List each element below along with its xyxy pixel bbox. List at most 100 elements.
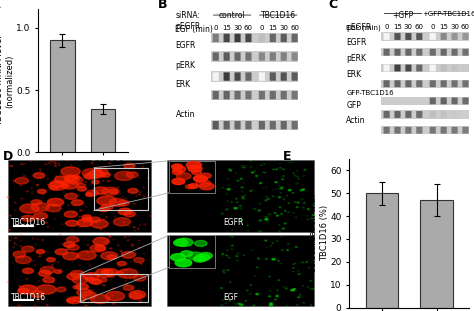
Circle shape [91, 220, 108, 228]
FancyBboxPatch shape [429, 33, 436, 40]
Bar [382, 32, 392, 41]
Text: 15: 15 [439, 24, 448, 30]
FancyBboxPatch shape [452, 127, 458, 134]
Circle shape [89, 215, 90, 216]
Circle shape [118, 208, 132, 215]
Circle shape [58, 163, 60, 164]
Circle shape [50, 186, 52, 187]
Bar [403, 110, 413, 118]
Text: pEGFR: pEGFR [175, 22, 201, 31]
Bar [221, 120, 232, 130]
Circle shape [31, 293, 33, 294]
Circle shape [63, 286, 65, 288]
Circle shape [105, 291, 125, 301]
FancyBboxPatch shape [394, 65, 401, 72]
Circle shape [91, 162, 93, 163]
Bar [382, 110, 471, 118]
Circle shape [34, 265, 36, 266]
Circle shape [17, 305, 18, 306]
Bar [438, 110, 449, 118]
Circle shape [133, 194, 134, 195]
Bar [438, 32, 449, 41]
Circle shape [20, 240, 22, 241]
Y-axis label: Colocalization with
TBC1D16 (%): Colocalization with TBC1D16 (%) [310, 194, 328, 273]
Circle shape [252, 250, 253, 251]
Circle shape [50, 181, 64, 188]
Bar [8, 160, 151, 232]
Bar [438, 64, 449, 72]
Circle shape [142, 295, 144, 296]
Circle shape [280, 207, 281, 208]
Circle shape [94, 173, 96, 174]
Bar [460, 32, 471, 41]
Circle shape [58, 271, 61, 272]
Circle shape [281, 236, 282, 237]
Circle shape [36, 285, 56, 294]
Circle shape [227, 250, 228, 251]
Circle shape [279, 167, 281, 168]
Circle shape [242, 198, 245, 199]
Circle shape [120, 251, 122, 252]
Bar [449, 48, 460, 56]
Bar [268, 51, 278, 62]
Circle shape [23, 286, 24, 287]
Circle shape [282, 228, 284, 229]
Bar [210, 72, 300, 82]
FancyBboxPatch shape [463, 127, 469, 134]
Circle shape [74, 297, 76, 298]
Circle shape [39, 256, 41, 257]
Bar [210, 51, 221, 62]
Circle shape [121, 196, 123, 197]
FancyBboxPatch shape [463, 49, 469, 56]
Circle shape [81, 291, 96, 299]
Text: TBC1D16: TBC1D16 [261, 12, 296, 21]
Circle shape [258, 210, 260, 211]
Circle shape [45, 212, 46, 213]
Circle shape [91, 301, 92, 302]
Circle shape [81, 275, 82, 276]
Circle shape [263, 172, 264, 173]
Text: GFP: GFP [346, 101, 361, 109]
FancyBboxPatch shape [281, 52, 287, 61]
Circle shape [257, 231, 259, 232]
Circle shape [122, 204, 124, 205]
Circle shape [99, 207, 109, 212]
Bar [449, 32, 460, 41]
Circle shape [100, 278, 107, 282]
Circle shape [73, 285, 81, 289]
FancyBboxPatch shape [292, 34, 298, 42]
Circle shape [15, 237, 17, 239]
Circle shape [241, 166, 244, 168]
FancyBboxPatch shape [281, 121, 287, 129]
Circle shape [281, 187, 283, 188]
Circle shape [123, 285, 134, 290]
Circle shape [109, 198, 126, 207]
Circle shape [16, 244, 18, 245]
Circle shape [37, 203, 39, 204]
Circle shape [310, 280, 312, 281]
Circle shape [36, 184, 38, 185]
Text: siRNA:: siRNA: [175, 12, 201, 21]
Circle shape [134, 258, 144, 262]
Circle shape [33, 213, 47, 220]
FancyBboxPatch shape [213, 121, 219, 129]
Circle shape [136, 196, 137, 197]
Circle shape [91, 295, 109, 304]
Circle shape [87, 244, 89, 245]
Circle shape [120, 266, 121, 267]
Circle shape [173, 166, 186, 172]
Circle shape [89, 217, 100, 223]
Circle shape [246, 165, 247, 166]
Circle shape [113, 276, 115, 277]
Circle shape [126, 284, 128, 285]
Bar [167, 160, 314, 232]
Text: A: A [0, 0, 1, 11]
Circle shape [42, 239, 44, 240]
FancyBboxPatch shape [452, 111, 458, 118]
Circle shape [15, 202, 16, 203]
Circle shape [201, 173, 211, 179]
Circle shape [13, 180, 16, 181]
Circle shape [54, 270, 62, 273]
Circle shape [193, 175, 205, 181]
Circle shape [274, 212, 276, 213]
